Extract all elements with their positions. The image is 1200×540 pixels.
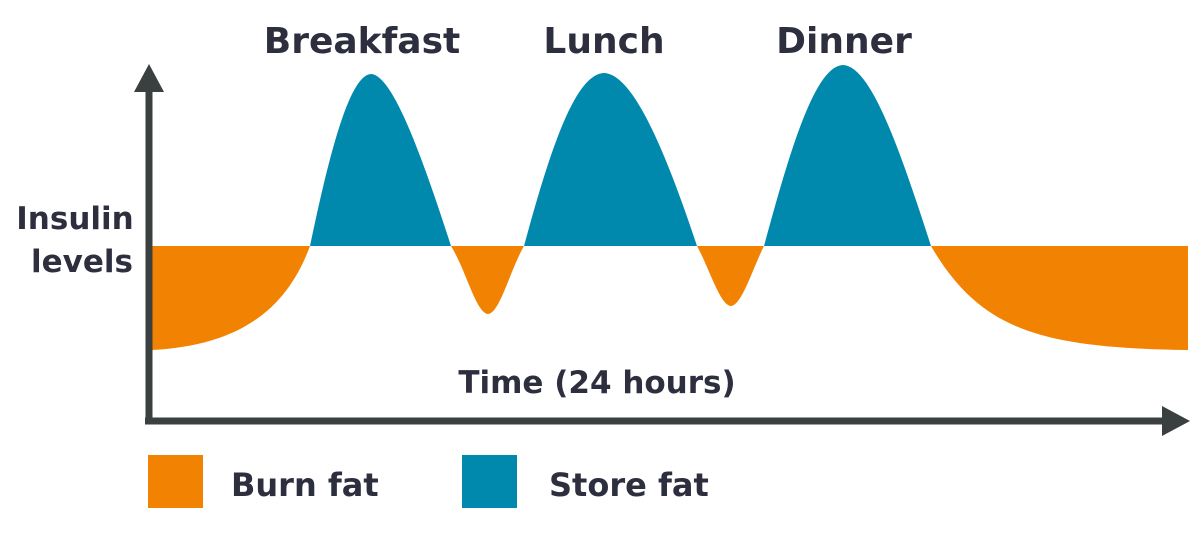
meal-label-breakfast: Breakfast [264, 21, 460, 62]
y-axis-label-line-2: levels [31, 244, 133, 280]
legend-swatch-burn-fat [148, 455, 203, 508]
burn-fat-region-morning [152, 246, 310, 350]
store-fat-peak-dinner [764, 65, 931, 246]
store-fat-peak-breakfast [310, 74, 451, 246]
burn-fat-region-after-breakfast [451, 246, 524, 314]
legend-label-store-fat: Store fat [549, 466, 709, 504]
legend-label-burn-fat: Burn fat [231, 466, 379, 504]
burn-fat-region-after-lunch [697, 246, 764, 306]
meal-label-dinner: Dinner [776, 21, 912, 62]
store-fat-peak-lunch [524, 73, 697, 246]
meal-label-lunch: Lunch [543, 21, 664, 62]
x-axis-arrowhead [1162, 406, 1190, 436]
legend-swatch-store-fat [462, 455, 517, 508]
y-axis-arrowhead [134, 64, 164, 92]
x-axis-label: Time (24 hours) [458, 365, 735, 401]
burn-fat-region-night [931, 246, 1188, 350]
y-axis-label-line-1: Insulin [16, 201, 133, 237]
